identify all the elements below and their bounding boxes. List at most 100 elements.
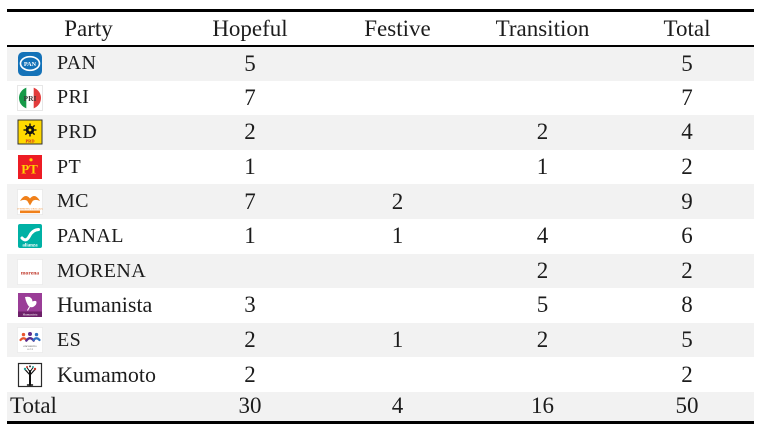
transition-value: 5	[536, 292, 549, 318]
party-name: ES	[57, 328, 82, 351]
festive-value	[330, 288, 465, 323]
total-value: 7	[681, 84, 693, 110]
svg-text:alianza: alianza	[22, 244, 38, 249]
table-row-pt: PT PT 1 1 2	[7, 150, 754, 185]
mc-logo-icon: MOVIMIENTO CIUDADANO	[17, 188, 43, 215]
party-cell: PRD PRD	[7, 115, 170, 150]
svg-text:PRI: PRI	[24, 94, 37, 103]
hopeful-value: 7	[244, 188, 256, 214]
party-name: Kumamoto	[57, 361, 156, 387]
totals-total: 50	[620, 391, 754, 423]
table-row-morena: morena MORENA 2 2	[7, 253, 754, 289]
party-cell: Humanista Humanista	[7, 288, 170, 323]
total-value: 2	[681, 154, 693, 180]
transition-value	[465, 81, 620, 116]
total-value: 4	[681, 119, 693, 145]
table-row-humanista: Humanista Humanista 3 5 8	[7, 288, 754, 323]
col-header-total: Total	[620, 10, 754, 47]
pt-logo-icon: PT	[17, 154, 43, 180]
festive-value: 2	[391, 188, 404, 214]
humanista-logo-icon: Humanista	[17, 292, 43, 318]
totals-transition: 16	[465, 391, 620, 423]
hopeful-value	[170, 254, 330, 289]
svg-text:Humanista: Humanista	[23, 313, 38, 317]
festive-value: 1	[391, 223, 404, 249]
hopeful-value: 1	[244, 223, 256, 249]
transition-value	[465, 357, 620, 392]
totals-festive: 4	[330, 391, 465, 423]
total-value: 6	[681, 223, 693, 249]
table-row-prd: PRD PRD 2 2 4	[7, 115, 754, 150]
total-value: 2	[681, 257, 693, 283]
party-name: PAN	[57, 52, 97, 75]
svg-text:PAN: PAN	[24, 61, 37, 68]
party-candidates-table: Party Hopeful Festive Transition Total P…	[7, 9, 754, 424]
transition-value: 1	[536, 154, 549, 180]
hopeful-value: 3	[244, 292, 256, 318]
table-row-es: encuentro social ES 2 1 2 5	[7, 322, 754, 358]
party-cell: alianza PANAL	[7, 219, 170, 254]
transition-value: 2	[536, 257, 549, 283]
table-row-pri: PRI PRI 7 7	[7, 81, 754, 116]
header-row: Party Hopeful Festive Transition Total	[7, 10, 754, 47]
party-name: PRD	[57, 120, 98, 143]
totals-row: Total 30 4 16 50	[7, 391, 754, 423]
hopeful-value: 2	[244, 119, 256, 145]
party-name: PT	[57, 155, 82, 178]
party-cell: encuentro social ES	[7, 323, 170, 358]
party-cell: morena MORENA	[7, 254, 170, 289]
festive-value	[330, 150, 465, 185]
panal-logo-icon: alianza	[17, 223, 43, 249]
transition-value: 2	[536, 327, 549, 353]
party-cell: PAN PAN	[7, 46, 170, 81]
transition-value: 4	[536, 223, 549, 249]
col-header-hopeful: Hopeful	[170, 10, 330, 47]
transition-value	[465, 46, 620, 81]
svg-text:MOVIMIENTO CIUDADANO: MOVIMIENTO CIUDADANO	[17, 207, 43, 210]
svg-text:PRD: PRD	[25, 139, 34, 144]
pri-logo-icon: PRI	[17, 85, 43, 111]
morena-logo-icon: morena	[17, 258, 43, 285]
festive-value	[330, 81, 465, 116]
table-row-panal: alianza PANAL 1 1 4 6	[7, 219, 754, 254]
pan-logo-icon: PAN	[17, 51, 43, 77]
hopeful-value: 2	[244, 327, 256, 353]
hopeful-value: 7	[244, 84, 256, 110]
festive-value	[330, 357, 465, 392]
col-header-party: Party	[7, 10, 170, 47]
total-value: 2	[681, 361, 693, 387]
total-value: 5	[681, 327, 693, 353]
table-row-pan: PAN PAN 5 5	[7, 46, 754, 81]
party-name: PRI	[57, 86, 90, 109]
transition-value: 2	[536, 119, 549, 145]
party-name: MC	[57, 190, 89, 213]
total-value: 9	[681, 188, 693, 214]
total-value: 8	[681, 292, 693, 318]
totals-hopeful: 30	[170, 391, 330, 423]
es-logo-icon: encuentro social	[17, 327, 43, 353]
table-row-mc: MOVIMIENTO CIUDADANO MC 7 2 9	[7, 184, 754, 219]
table-row-kumamoto: Kumamoto 2 2	[7, 357, 754, 392]
svg-text:social: social	[27, 348, 34, 351]
col-header-festive: Festive	[330, 10, 465, 47]
prd-logo-icon: PRD	[17, 119, 43, 145]
transition-value	[465, 184, 620, 219]
party-cell: MOVIMIENTO CIUDADANO MC	[7, 184, 170, 219]
svg-text:PT: PT	[21, 162, 38, 177]
total-value: 5	[681, 50, 693, 76]
svg-text:morena: morena	[21, 270, 39, 276]
festive-value	[330, 254, 465, 289]
party-cell: Kumamoto	[7, 357, 170, 392]
party-name: Humanista	[57, 292, 153, 318]
col-header-transition: Transition	[465, 10, 620, 47]
svg-text:encuentro: encuentro	[23, 344, 37, 348]
hopeful-value: 5	[244, 50, 256, 76]
festive-value: 1	[391, 327, 404, 353]
totals-label: Total	[7, 391, 170, 423]
hopeful-value: 1	[244, 154, 256, 180]
festive-value	[330, 46, 465, 81]
party-name: PANAL	[57, 224, 124, 247]
kumamoto-logo-icon	[17, 362, 43, 388]
party-cell: PRI PRI	[7, 81, 170, 116]
